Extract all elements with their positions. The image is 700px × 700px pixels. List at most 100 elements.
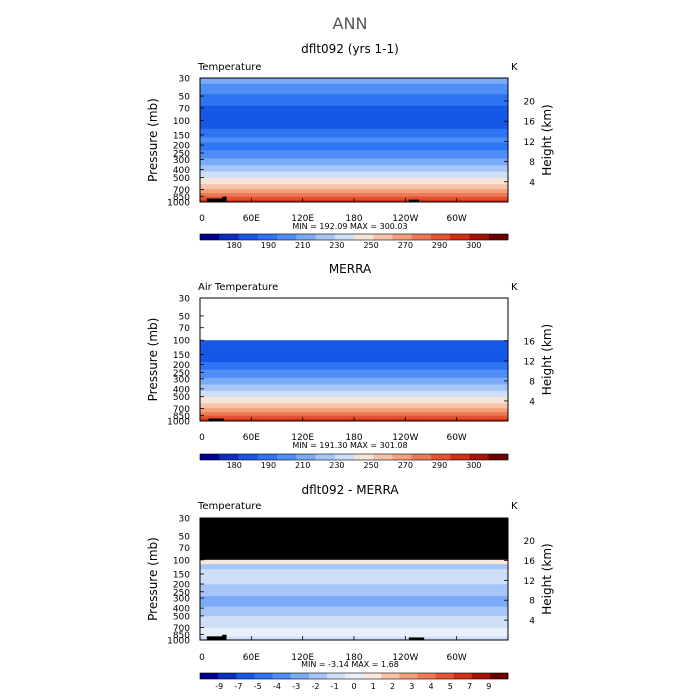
panel1-colorbar-label: 290: [432, 241, 447, 250]
panel2-ytick-label: 500: [173, 393, 190, 403]
panel2-colorbar-swatch: [334, 454, 355, 460]
panel2-colorbar-label: 210: [295, 461, 310, 470]
panel1-ytick-label: 100: [173, 117, 190, 127]
panel1-colorbar-swatch: [392, 234, 413, 240]
panel3-xtick-label: 0: [199, 653, 205, 663]
panel3-band-4: [200, 606, 508, 617]
panel2-colorbar-swatch: [373, 454, 393, 460]
panel1-ytick-label: 850: [173, 193, 190, 203]
panel2-terrain-1: [208, 418, 224, 421]
panel2-band-5: [200, 403, 508, 409]
panel3-missing-region: [200, 518, 508, 560]
panel1-xtick-label: 60W: [446, 214, 466, 224]
panel3-colorbar-label: -3: [292, 682, 300, 691]
panel2-ytick-label: 1000: [167, 418, 190, 428]
panel3-colorbar-label: -2: [312, 682, 320, 691]
panel3-colorbar-label: -5: [254, 682, 262, 691]
panel1-colorbar-swatch: [354, 234, 374, 240]
panel1-band-16: [200, 83, 508, 95]
panel1-colorbar-swatch: [238, 234, 259, 240]
panel1-ytick-label: 1000: [167, 199, 190, 209]
panel1-band-11: [200, 142, 508, 151]
panel1-ytick-label: 70: [179, 104, 191, 114]
panel2-colorbar-swatch: [488, 454, 509, 460]
panel1-colorbar-label: 250: [363, 241, 378, 250]
panel3-colorbar-label: 1: [371, 682, 376, 691]
panel1-terrain-3: [408, 199, 420, 202]
panel2-colorbar-label: 300: [466, 461, 481, 470]
panel3-units: K: [511, 501, 518, 512]
panel1-ytick-label: 250: [173, 149, 190, 159]
panel2-xtick-label: 180: [345, 433, 362, 443]
panel3-colorbar-label: -7: [235, 682, 243, 691]
panel1-colorbar-swatch: [219, 234, 239, 240]
panel1-band-8: [200, 164, 508, 172]
panel3-ytick-label: 850: [173, 631, 190, 641]
panel3-title: dflt092 - MERRA: [301, 483, 399, 497]
panel1-ylabel: Pressure (mb): [146, 98, 160, 182]
panel3-colorbar-label: -1: [331, 682, 339, 691]
panel2-xtick-label: 120W: [392, 433, 418, 443]
panel1-y2tick-label: 16: [524, 118, 536, 128]
panel3-colorbar-swatch: [399, 673, 418, 679]
panel3-band-2: [200, 627, 508, 637]
panel3-colorbar-swatch: [290, 673, 310, 679]
panel3-colorbar-swatch: [435, 673, 454, 679]
panel3-colorbar-swatch: [453, 673, 473, 679]
panel3-ytick-label: 300: [173, 595, 190, 605]
panel2-y2tick-label: 12: [524, 357, 535, 367]
panel3-y2tick-label: 20: [524, 537, 536, 547]
panel2-band-3: [200, 411, 508, 416]
panel1-ytick-label: 500: [173, 174, 190, 184]
panel2-colorbar-label: 230: [329, 461, 344, 470]
panel3-band-6: [200, 584, 508, 597]
panel1-colorbar-label: 180: [227, 241, 242, 250]
panel1-stats: MIN = 192.09 MAX = 300.03: [292, 222, 407, 231]
panel3-colorbar-swatch: [200, 673, 219, 679]
panel1-ytick-label: 200: [173, 142, 190, 152]
panel2-colorbar-frame: [199, 453, 509, 461]
panel1-colorbar-label: 230: [329, 241, 344, 250]
panel2-y2tick-label: 16: [524, 337, 536, 347]
panel1-band-2: [200, 196, 508, 200]
panel2-ytick-label: 400: [173, 385, 190, 395]
panel2-colorbar-swatch: [315, 454, 336, 460]
panel3-xtick-label: 120W: [392, 653, 418, 663]
panel1-y2label: Height (km): [540, 104, 554, 175]
panel3-terrain-2: [222, 634, 227, 640]
panel3-xtick-label: 60W: [446, 653, 466, 663]
panel3-colorbar-frame: [199, 672, 509, 680]
panel3-colorbar-label: 4: [428, 682, 433, 691]
panel1-band-10: [200, 150, 508, 159]
panel2-colorbar-swatch: [411, 454, 432, 460]
panel2-colorbar-swatch: [431, 454, 451, 460]
panel3-band-8: [200, 563, 508, 570]
panel3-colorbar-swatch: [254, 673, 273, 679]
panel3-colorbar-swatch: [381, 673, 400, 679]
panel3-ytick-label: 70: [179, 544, 191, 554]
panel2-colorbar-label: 270: [398, 461, 413, 470]
panel2-colorbar-swatch: [257, 454, 278, 460]
panel2-colorbar-swatch: [277, 454, 297, 460]
panel2-stats: MIN = 191.30 MAX = 301.08: [292, 441, 407, 450]
panel1-colorbar-swatch: [488, 234, 509, 240]
panel1-colorbar-swatch: [373, 234, 393, 240]
panel3-colorbar-swatch: [326, 673, 346, 679]
panel3-colorbar-swatch: [471, 673, 491, 679]
panel2-xtick-label: 60W: [446, 433, 466, 443]
panel1-colorbar-swatch: [411, 234, 432, 240]
panel3-colorbar-swatch: [218, 673, 237, 679]
panel2-band-8: [200, 384, 508, 391]
panel1-units: K: [511, 62, 518, 73]
panel2-ytick-label: 300: [173, 375, 190, 385]
panel1-colorbar-swatch: [277, 234, 297, 240]
panel1-ytick-label: 700: [173, 186, 190, 196]
panel3-xtick-label: 120E: [291, 653, 314, 663]
panel1-band-12: [200, 137, 508, 143]
panel2-band-9: [200, 377, 508, 385]
panel3-colorbar-label: 2: [390, 682, 395, 691]
panel1-y2tick-label: 8: [529, 158, 535, 168]
panel3-y2label: Height (km): [540, 543, 554, 614]
panel1-colorbar-swatch: [334, 234, 355, 240]
panel3-band-3: [200, 615, 508, 628]
